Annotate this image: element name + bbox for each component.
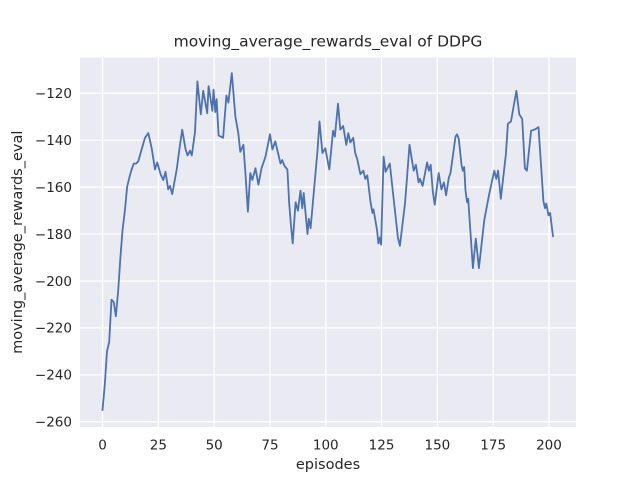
y-axis-label: moving_average_rewards_eval	[10, 131, 26, 354]
x-tick-label: 125	[369, 438, 395, 454]
y-tick-label: −220	[35, 321, 72, 337]
y-tick-label: −120	[35, 86, 72, 102]
y-tick-label: −180	[35, 227, 72, 243]
y-tick-label: −160	[35, 180, 72, 196]
y-tick-label: −260	[35, 415, 72, 431]
chart-title: moving_average_rewards_eval of DDPG	[174, 33, 483, 52]
y-axis-tick-labels: −120 −140 −160 −180 −200 −220 −240 −260	[35, 86, 72, 431]
x-tick-label: 25	[150, 438, 167, 454]
data-series	[101, 72, 554, 412]
x-tick-label: 75	[261, 438, 278, 454]
x-axis-tick-labels: 0 25 50 75 100 125 150 175 200	[98, 438, 562, 454]
x-tick-label: 50	[206, 438, 223, 454]
y-tick-label: −200	[35, 274, 72, 290]
x-tick-label: 200	[536, 438, 562, 454]
plot-area	[80, 57, 576, 427]
y-tick-label: −240	[35, 368, 72, 384]
x-tick-label: 100	[313, 438, 339, 454]
x-tick-label: 150	[424, 438, 450, 454]
x-tick-label: 175	[480, 438, 506, 454]
x-tick-label: 0	[98, 438, 107, 454]
series-line-moving_average_rewards_eval	[101, 72, 554, 412]
y-tick-label: −140	[35, 133, 72, 149]
x-axis-label: episodes	[296, 457, 360, 473]
